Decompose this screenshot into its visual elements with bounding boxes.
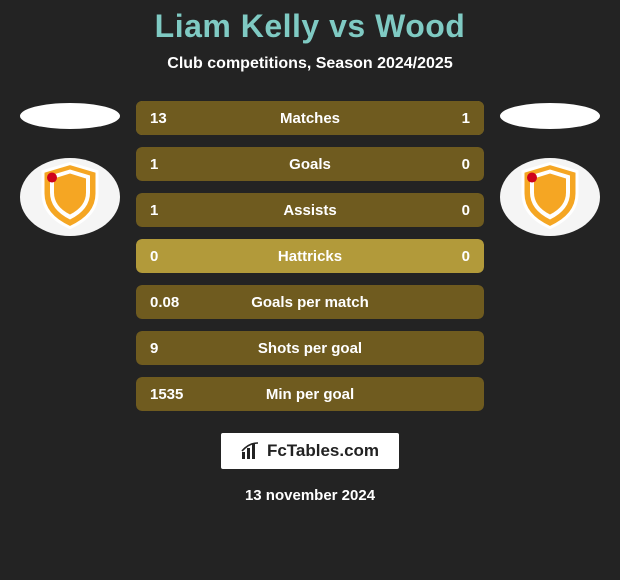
stat-value-left: 13 — [150, 110, 167, 127]
right-player-col — [490, 101, 610, 237]
stat-value-left: 1535 — [150, 386, 183, 403]
stat-value-left: 0 — [150, 248, 158, 265]
brand-badge[interactable]: FcTables.com — [221, 433, 399, 469]
stat-row: 0.08 Goals per match — [136, 285, 484, 319]
left-player-col — [10, 101, 130, 237]
stats-column: 13 Matches 1 1 Goals 0 1 Assists 0 0 Hattricks 0 0.0… — [130, 101, 490, 411]
stat-row: 13 Matches 1 — [136, 101, 484, 135]
stat-value-right: 0 — [462, 156, 470, 173]
body-area: 13 Matches 1 1 Goals 0 1 Assists 0 0 Hattricks 0 0.0… — [0, 101, 620, 411]
stat-label: Hattricks — [278, 248, 342, 265]
bars-icon — [241, 442, 261, 460]
shield-icon — [515, 160, 585, 232]
player-photo-placeholder-right — [500, 103, 600, 129]
stat-label: Assists — [283, 202, 336, 219]
stat-row: 1 Assists 0 — [136, 193, 484, 227]
stat-label: Shots per goal — [258, 340, 362, 357]
stat-row: 1 Goals 0 — [136, 147, 484, 181]
club-badge-right — [500, 157, 600, 237]
stat-label: Matches — [280, 110, 340, 127]
stat-value-right: 1 — [462, 110, 470, 127]
stat-row: 0 Hattricks 0 — [136, 239, 484, 273]
brand-text: FcTables.com — [267, 441, 379, 461]
stat-row: 1535 Min per goal — [136, 377, 484, 411]
stat-value-right: 0 — [462, 202, 470, 219]
stat-value-left: 9 — [150, 340, 158, 357]
player-photo-placeholder-left — [20, 103, 120, 129]
comparison-card: Liam Kelly vs Wood Club competitions, Se… — [0, 0, 620, 580]
page-title: Liam Kelly vs Wood — [155, 8, 466, 45]
stat-value-left: 1 — [150, 202, 158, 219]
stat-row: 9 Shots per goal — [136, 331, 484, 365]
stat-label: Goals per match — [251, 294, 369, 311]
stat-value-right: 0 — [462, 248, 470, 265]
page-subtitle: Club competitions, Season 2024/2025 — [167, 55, 452, 73]
club-badge-left — [20, 157, 120, 237]
shield-icon — [35, 160, 105, 232]
stat-label: Goals — [289, 156, 331, 173]
stat-value-left: 0.08 — [150, 294, 179, 311]
stat-value-left: 1 — [150, 156, 158, 173]
footer-date: 13 november 2024 — [245, 487, 375, 504]
stat-label: Min per goal — [266, 386, 354, 403]
